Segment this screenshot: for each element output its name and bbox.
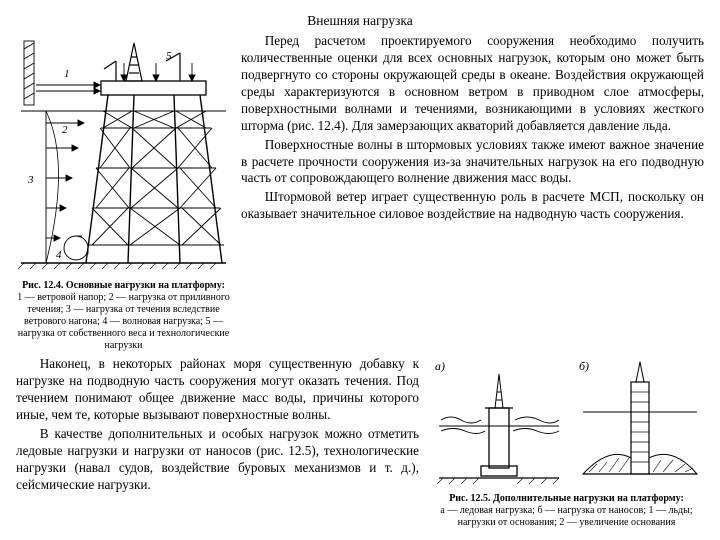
figure-12-4-caption: Рис. 12.4. Основные нагрузки на платформ… xyxy=(16,280,231,352)
text-block-2: Наконец, в некоторых районах моря сущест… xyxy=(16,356,419,529)
figure-12-4: 1 2 3 4 5 Рис. 12.4. Основные нагрузки н… xyxy=(16,33,231,352)
para-3: Штормовой ветер играет существенную роль… xyxy=(241,189,704,223)
additional-loads-diagram-icon: а) xyxy=(429,356,704,491)
fig2-cap-body: а — ледовая нагрузка; б — нагрузка от на… xyxy=(440,505,692,528)
fig2-label-a: а) xyxy=(435,359,445,373)
text-block-1: Перед расчетом проектируемого сооружения… xyxy=(241,33,704,352)
para-1: Перед расчетом проектируемого сооружения… xyxy=(241,33,704,134)
fig1-cap-body: 1 — ветровой напор; 2 — нагрузка от прил… xyxy=(17,292,229,351)
figure-12-5: а) xyxy=(429,356,704,529)
para-5: В качестве дополнительных и особых нагру… xyxy=(16,426,419,494)
fig1-label-3: 3 xyxy=(27,174,34,186)
fig1-label-5: 5 xyxy=(166,50,172,62)
para-4: Наконец, в некоторых районах моря сущест… xyxy=(16,356,419,424)
figure-12-5-caption: Рис. 12.5. Дополнительные нагрузки на пл… xyxy=(429,493,704,529)
row-2: Наконец, в некоторых районах моря сущест… xyxy=(16,356,704,529)
fig1-label-2: 2 xyxy=(62,124,68,136)
section-title: Внешняя нагрузка xyxy=(16,12,704,29)
fig1-cap-title: Рис. 12.4. Основные нагрузки на платформ… xyxy=(22,280,225,291)
fig1-label-4: 4 xyxy=(56,249,62,261)
fig1-label-1: 1 xyxy=(64,68,70,80)
para-2: Поверхностные волны в штормовых условиях… xyxy=(241,137,704,188)
platform-diagram-icon: 1 2 3 4 5 xyxy=(16,33,231,278)
row-1: 1 2 3 4 5 Рис. 12.4. Основные нагрузки н… xyxy=(16,33,704,352)
fig2-cap-title: Рис. 12.5. Дополнительные нагрузки на пл… xyxy=(449,493,684,504)
fig2-label-b: б) xyxy=(579,359,589,373)
